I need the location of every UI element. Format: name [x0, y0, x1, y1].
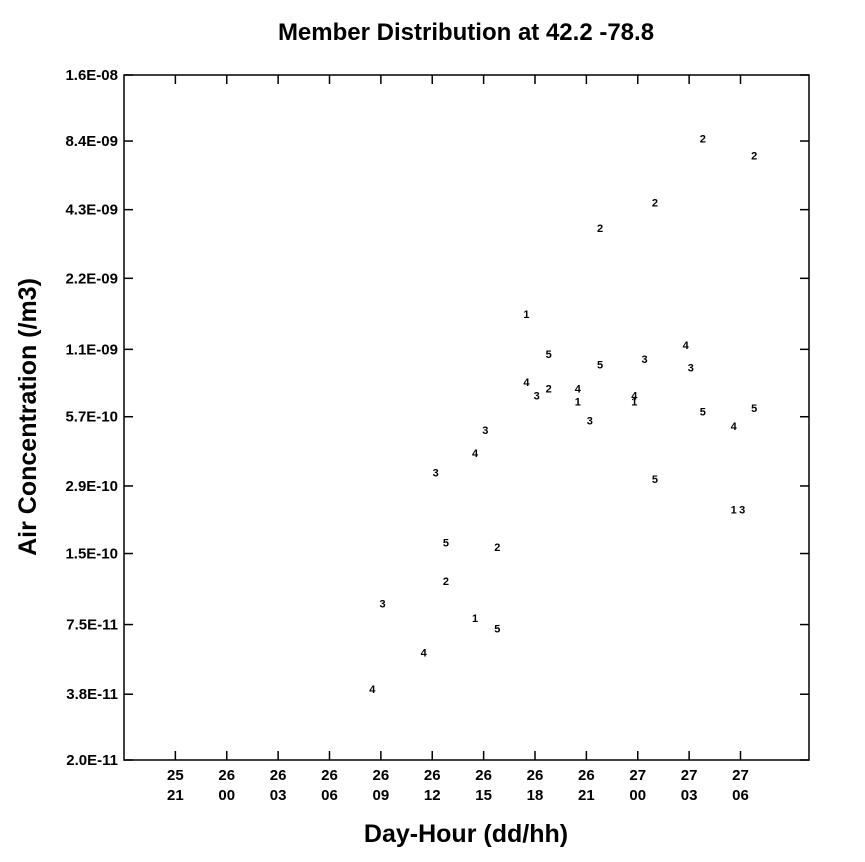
data-point-member-5: 5: [700, 406, 706, 418]
x-tick-label-day: 26: [218, 767, 235, 784]
x-tick-label-hour: 21: [578, 787, 595, 804]
y-tick-label: 2.2E-09: [65, 270, 118, 287]
x-tick-label-day: 26: [527, 767, 544, 784]
y-tick-label: 4.3E-09: [65, 202, 118, 219]
y-tick-label: 8.4E-09: [65, 133, 118, 150]
x-axis-label: Day-Hour (dd/hh): [364, 820, 568, 848]
x-tick-label-day: 25: [167, 767, 184, 784]
data-point-member-1: 1: [575, 397, 581, 409]
x-tick-label-hour: 12: [424, 787, 441, 804]
data-point-member-1: 1: [472, 613, 478, 625]
data-point-member-5: 5: [443, 538, 449, 550]
data-point-member-3: 3: [688, 363, 694, 375]
x-tick-label-hour: 00: [218, 787, 235, 804]
data-point-member-4: 4: [421, 648, 428, 660]
data-point-member-2: 2: [751, 150, 757, 162]
plot-frame: [123, 74, 810, 761]
x-tick-label-hour: 09: [373, 787, 390, 804]
data-point-member-2: 2: [652, 198, 658, 210]
data-point-member-5: 5: [597, 359, 603, 371]
x-tick-label-hour: 00: [629, 787, 646, 804]
data-point-member-4: 4: [523, 377, 530, 389]
data-point-member-2: 2: [546, 384, 552, 396]
data-point-member-2: 2: [443, 576, 449, 588]
x-tick-label-hour: 03: [681, 787, 698, 804]
data-point-member-5: 5: [751, 403, 757, 415]
data-point-member-2: 2: [700, 134, 706, 146]
data-point-member-5: 5: [494, 624, 500, 636]
data-point-member-3: 3: [482, 425, 488, 437]
data-point-member-3: 3: [642, 354, 648, 366]
data-point-member-5: 5: [546, 349, 552, 361]
x-tick-label-hour: 06: [321, 787, 338, 804]
x-tick-label-day: 26: [321, 767, 338, 784]
x-tick-label-day: 26: [424, 767, 441, 784]
y-tick-label: 2.0E-11: [66, 752, 118, 769]
data-point-member-2: 2: [597, 223, 603, 235]
data-point-member-1: 1: [631, 397, 637, 409]
y-tick-label: 2.9E-10: [65, 478, 118, 495]
x-tick-label-day: 26: [373, 767, 390, 784]
x-tick-label-day: 27: [629, 767, 646, 784]
data-point-member-3: 3: [739, 505, 745, 517]
x-tick-label-day: 26: [270, 767, 287, 784]
data-point-member-5: 5: [652, 474, 658, 486]
data-point-member-3: 3: [433, 468, 439, 480]
x-tick-label-day: 26: [578, 767, 595, 784]
y-tick-label: 1.5E-10: [65, 546, 118, 563]
data-point-member-2: 2: [494, 542, 500, 554]
data-point-member-4: 4: [472, 448, 479, 460]
data-point-member-3: 3: [380, 599, 386, 611]
x-tick-label-day: 26: [475, 767, 492, 784]
x-tick-label-hour: 18: [527, 787, 544, 804]
data-point-member-4: 4: [683, 340, 690, 352]
x-tick-label-hour: 06: [732, 787, 749, 804]
y-tick-label: 5.7E-10: [65, 409, 118, 426]
data-point-member-4: 4: [731, 421, 738, 433]
y-axis-label: Air Concentration (/m3): [14, 278, 42, 556]
y-tick-label: 7.5E-11: [66, 617, 118, 634]
chart-title: Member Distribution at 42.2 -78.8: [278, 19, 654, 46]
x-tick-label-hour: 21: [167, 787, 184, 804]
x-axis: 2521260026032606260926122615261826212700…: [167, 75, 749, 804]
x-tick-label-day: 27: [732, 767, 749, 784]
x-tick-label-hour: 03: [270, 787, 287, 804]
x-tick-label-hour: 15: [475, 787, 492, 804]
y-tick-label: 3.8E-11: [66, 686, 118, 703]
data-point-member-4: 4: [369, 684, 376, 696]
y-axis: 2.0E-11 3.8E-11 7.5E-11 1.5E-10 2.9E-10 5.7E-…: [65, 67, 809, 769]
data-point-member-1: 1: [731, 505, 737, 517]
x-tick-label-day: 27: [681, 767, 698, 784]
y-tick-label: 1.6E-08: [65, 67, 118, 84]
data-point-member-3: 3: [587, 415, 593, 427]
data-point-member-4: 4: [575, 384, 582, 396]
data-point-member-3: 3: [534, 391, 540, 403]
data-point-member-1: 1: [523, 309, 529, 321]
data-point-member-4: 4: [631, 391, 638, 403]
y-tick-label: 1.1E-09: [65, 341, 118, 358]
